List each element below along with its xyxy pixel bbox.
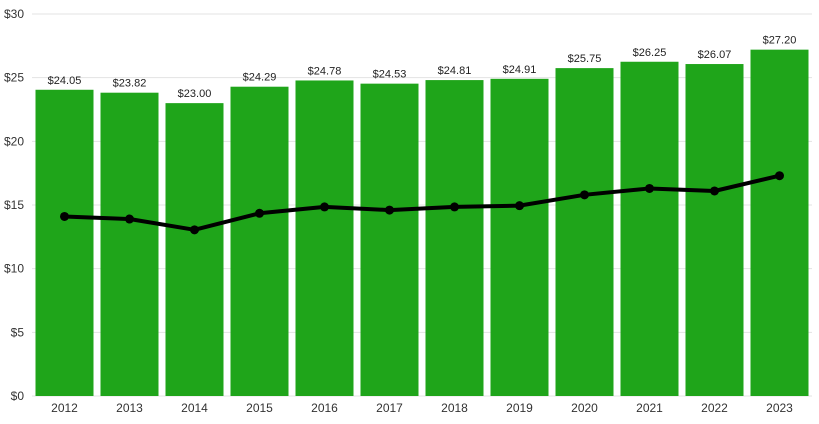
x-tick-label: 2018 <box>441 401 468 415</box>
line-point <box>320 202 329 212</box>
bar-value-label: $23.00 <box>178 88 212 100</box>
x-tick-label: 2014 <box>181 401 208 415</box>
y-tick-label: $20 <box>4 134 24 148</box>
grid-lines <box>32 13 812 397</box>
line-point <box>775 171 784 181</box>
y-tick-label: $25 <box>4 71 24 85</box>
line-point <box>385 205 394 215</box>
x-tick-label: 2013 <box>116 401 143 415</box>
bar-value-label: $24.53 <box>373 69 407 81</box>
bar <box>35 89 94 396</box>
bar-value-label: $24.78 <box>308 65 342 77</box>
bar-value-label: $25.75 <box>568 53 602 65</box>
line-point <box>580 190 589 200</box>
x-tick-label: 2016 <box>311 401 338 415</box>
bar <box>100 92 159 396</box>
bar-value-label: $23.82 <box>113 78 147 90</box>
x-tick-label: 2020 <box>571 401 598 415</box>
y-tick-label: $15 <box>4 198 24 212</box>
bar <box>685 64 744 397</box>
x-tick-label: 2017 <box>376 401 403 415</box>
y-axis-labels: $0 $5 $10 $15 $20 $25 $30 <box>4 7 24 403</box>
line-point <box>190 225 199 235</box>
line-series <box>60 171 784 235</box>
bar <box>555 68 614 396</box>
bar-value-label: $24.29 <box>243 72 277 84</box>
x-tick-label: 2012 <box>51 401 78 415</box>
line-point <box>515 201 524 211</box>
bar <box>425 80 484 396</box>
series-line <box>62 173 782 232</box>
x-tick-label: 2021 <box>636 401 663 415</box>
bar <box>165 103 224 396</box>
bar <box>295 80 354 396</box>
bar-value-label: $26.07 <box>698 49 732 61</box>
line-point <box>125 214 134 224</box>
y-tick-label: $10 <box>4 262 24 276</box>
line-point <box>60 211 69 221</box>
bar-value-labels: $24.05 $23.82 $23.00 $24.29 $24.78 $24.53 $24.… <box>48 35 797 100</box>
bar <box>490 78 549 396</box>
bar <box>750 49 809 397</box>
bars <box>35 49 809 397</box>
line-point <box>645 183 654 193</box>
bar-value-label: $27.20 <box>763 35 797 47</box>
bar <box>230 86 289 396</box>
line-point <box>710 186 719 196</box>
x-tick-label: 2023 <box>766 401 793 415</box>
bar-value-label: $26.25 <box>633 47 667 59</box>
line-point <box>450 202 459 212</box>
x-tick-label: 2022 <box>701 401 728 415</box>
bar-value-label: $24.05 <box>48 75 82 87</box>
x-tick-label: 2015 <box>246 401 273 415</box>
line-point <box>255 208 264 218</box>
y-tick-label: $5 <box>11 325 25 339</box>
x-axis-labels: 2012 2013 2014 2015 2016 2017 2018 2019 2020 2021… <box>51 401 793 415</box>
y-tick-label: $0 <box>11 389 25 403</box>
bar-value-label: $24.81 <box>438 65 472 77</box>
bar <box>620 61 679 396</box>
bar-value-label: $24.91 <box>503 64 537 76</box>
bar <box>360 83 419 396</box>
x-tick-label: 2019 <box>506 401 533 415</box>
y-tick-label: $30 <box>4 7 24 21</box>
